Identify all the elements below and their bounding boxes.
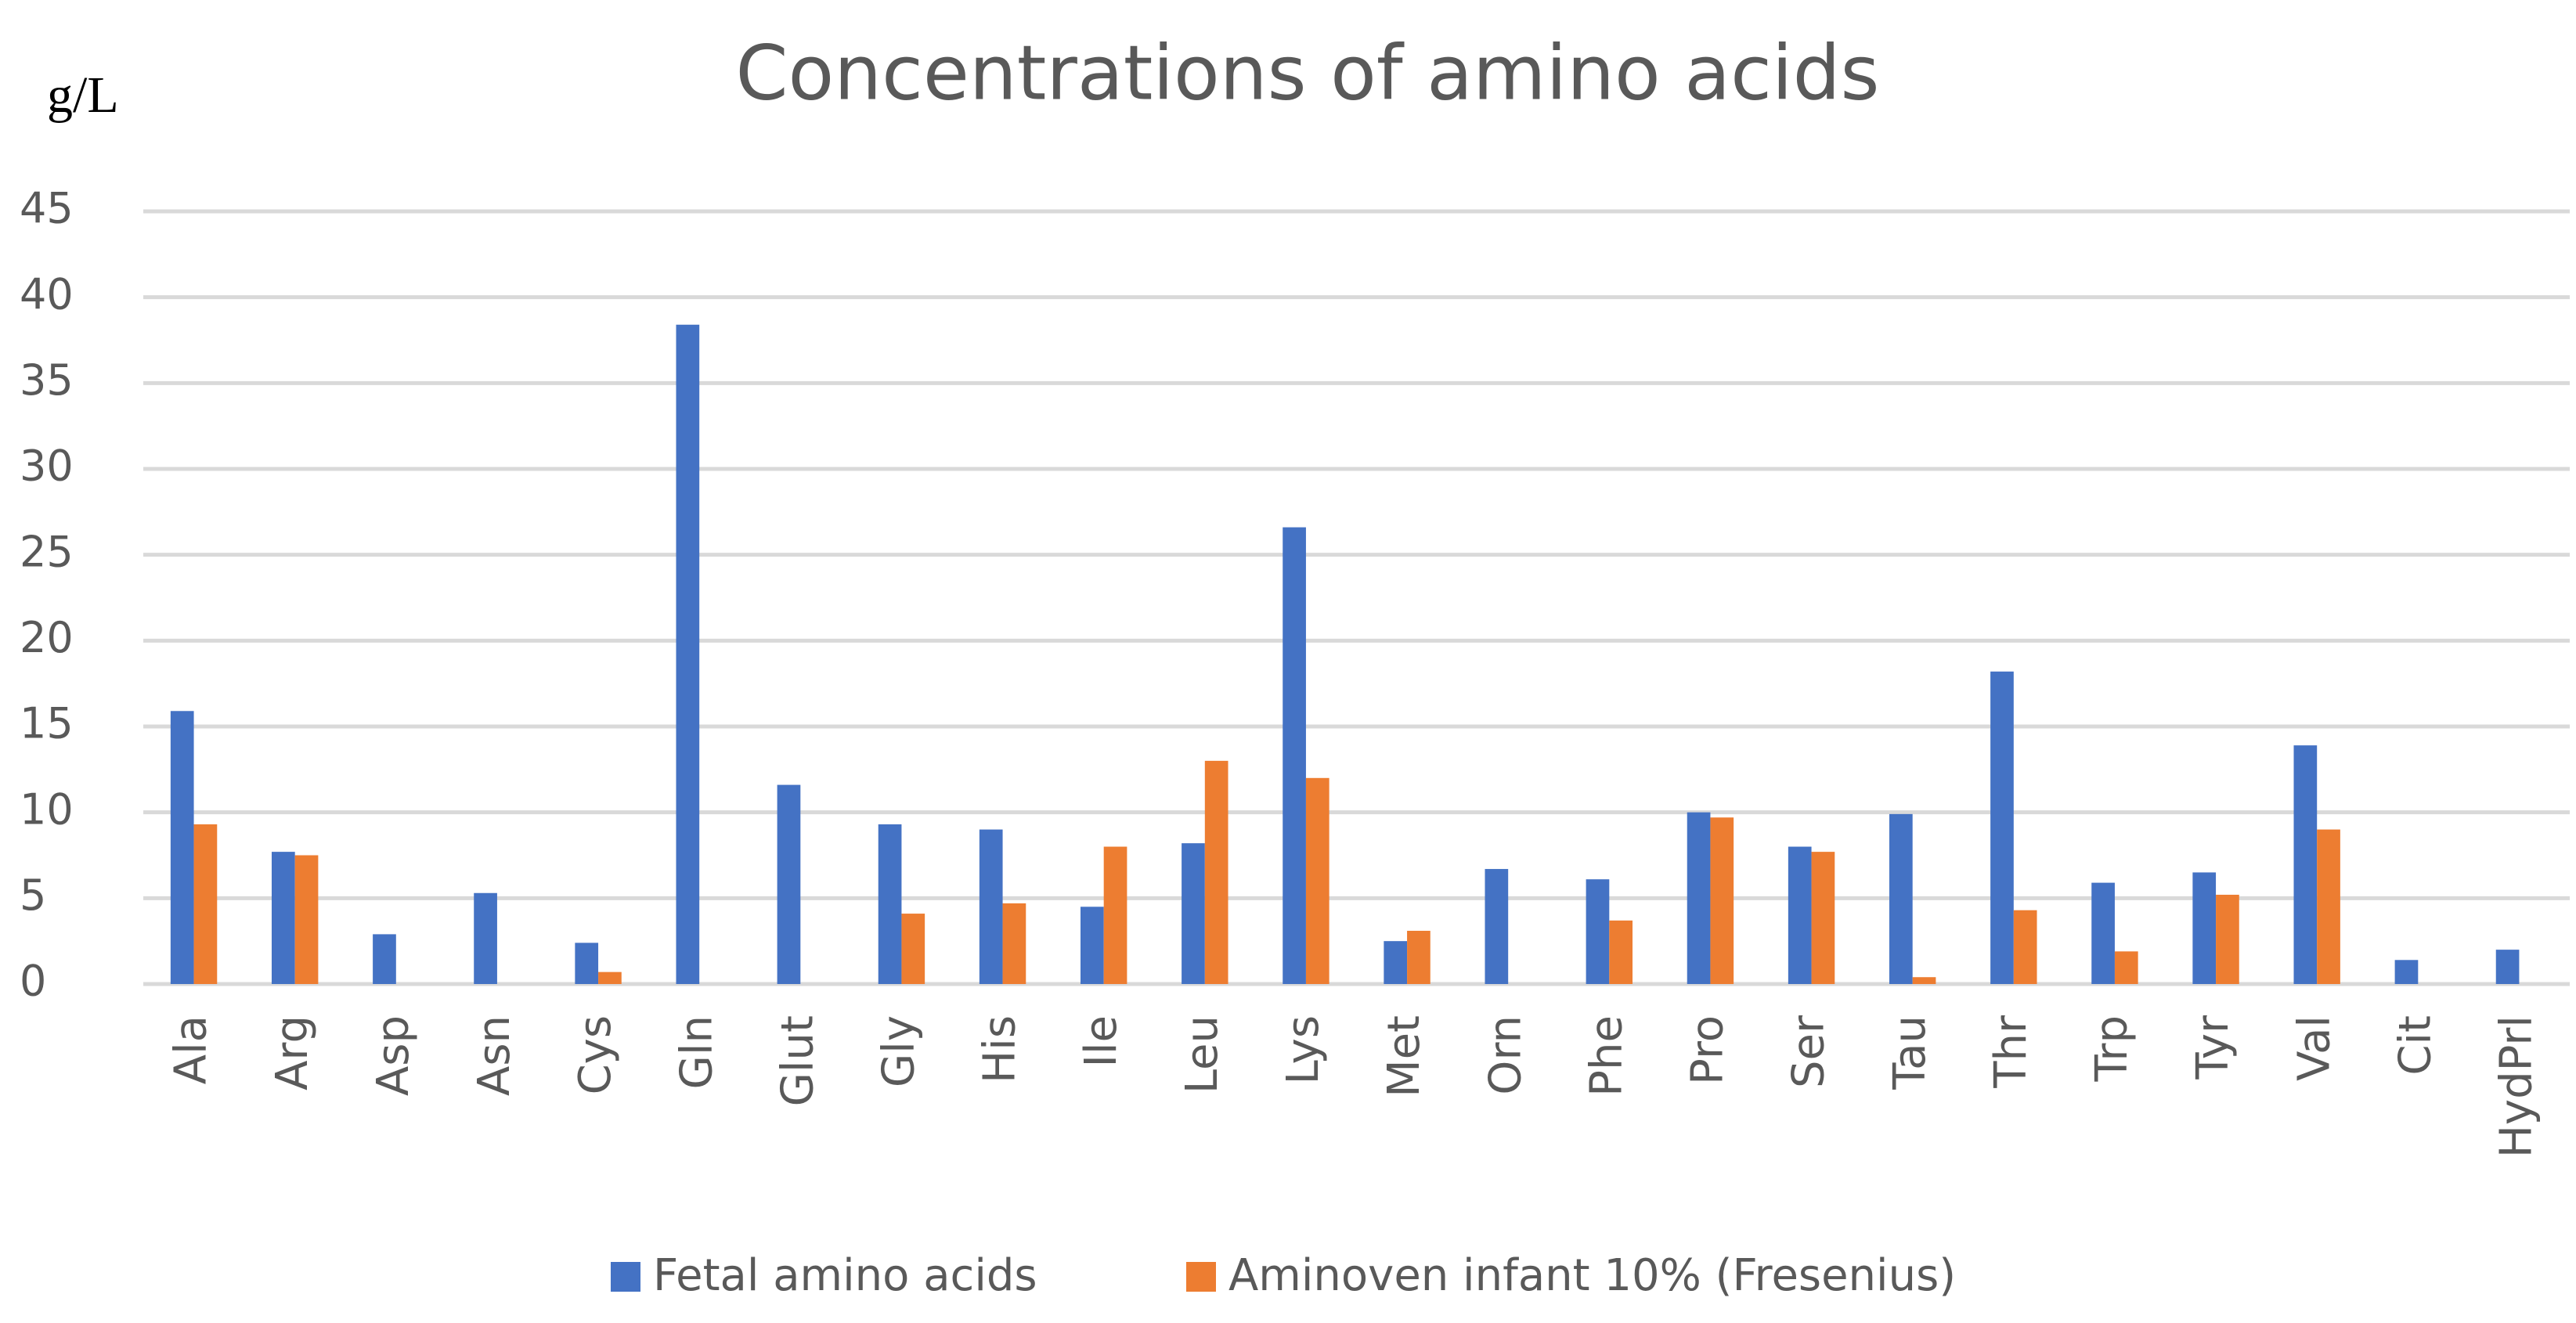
x-tick-label: Phe <box>1581 1015 1632 1097</box>
bar <box>2317 829 2340 984</box>
bar <box>2192 872 2217 984</box>
legend-swatch <box>611 1262 640 1292</box>
y-tick-label: 30 <box>20 442 74 491</box>
chart-title: Concentrations of amino acids <box>735 29 1879 117</box>
bar <box>271 852 295 984</box>
bar <box>1990 671 2014 984</box>
bar <box>373 934 396 984</box>
bar <box>878 824 902 984</box>
x-tick-label: Tau <box>1885 1015 1936 1090</box>
x-tick-label: Tyr <box>2188 1015 2239 1080</box>
y-tick-label: 20 <box>20 613 74 662</box>
legend-swatch <box>1186 1262 1216 1292</box>
x-tick-label: Lys <box>1278 1015 1329 1084</box>
bar <box>575 943 599 984</box>
x-tick-label: His <box>975 1015 1026 1083</box>
x-tick-label: Orn <box>1480 1015 1531 1095</box>
bar <box>1788 846 1812 984</box>
bar <box>1912 977 1936 984</box>
legend-label: Aminoven infant 10% (Fresenius) <box>1228 1250 1956 1301</box>
y-tick-label: 45 <box>20 184 74 233</box>
bar <box>598 972 622 984</box>
y-axis-label: g/L <box>47 67 119 124</box>
x-tick-label: Met <box>1379 1015 1430 1098</box>
bar <box>979 829 1003 984</box>
x-tick-label: Pro <box>1683 1015 1734 1085</box>
x-tick-label: Arg <box>267 1015 318 1090</box>
bar <box>2293 745 2318 984</box>
x-tick-label: Leu <box>1177 1015 1228 1094</box>
bar <box>676 324 700 984</box>
x-tick-label: Trp <box>2087 1015 2138 1083</box>
x-tick-label: Ser <box>1784 1015 1835 1088</box>
x-tick-label: Ala <box>166 1015 217 1084</box>
y-tick-label: 0 <box>20 957 46 1006</box>
bar <box>1811 852 1835 984</box>
x-tick-label: Val <box>2289 1015 2340 1081</box>
bar <box>294 855 319 984</box>
y-tick-label: 35 <box>20 355 74 405</box>
x-tick-label: Gly <box>874 1015 925 1087</box>
x-tick-label: Cys <box>570 1015 621 1094</box>
bar <box>1586 879 1610 984</box>
bar <box>1080 907 1104 984</box>
bar <box>2394 960 2419 984</box>
bar <box>193 824 218 984</box>
bar <box>1710 817 1734 984</box>
bar <box>2013 910 2037 984</box>
bar <box>1204 760 1228 984</box>
bar <box>1182 843 1205 984</box>
bar <box>1305 777 1329 984</box>
x-tick-label: Asn <box>469 1015 520 1096</box>
bar <box>901 914 925 984</box>
y-tick-label: 40 <box>20 269 74 319</box>
x-tick-label: Gln <box>671 1015 722 1089</box>
x-tick-label: HydPrl <box>2491 1015 2542 1158</box>
legend-label: Fetal amino acids <box>653 1250 1037 1301</box>
bar <box>1103 846 1127 984</box>
x-tick-label: Asp <box>368 1015 419 1096</box>
bar <box>1283 527 1306 984</box>
bar <box>1384 941 1408 984</box>
y-tick-label: 25 <box>20 527 74 576</box>
y-tick-label: 10 <box>20 784 74 834</box>
x-tick-label: Ile <box>1076 1015 1127 1068</box>
x-tick-label: Cit <box>2390 1015 2441 1076</box>
bar <box>170 711 194 984</box>
y-tick-label: 5 <box>20 871 46 920</box>
bar <box>1609 920 1633 984</box>
x-tick-label: Thr <box>1986 1015 2037 1089</box>
bar <box>1687 812 1711 984</box>
bar <box>2091 882 2115 984</box>
bar <box>1407 931 1431 984</box>
x-tick-label: Glut <box>772 1015 823 1106</box>
bar <box>2114 951 2138 984</box>
y-tick-label: 15 <box>20 699 74 748</box>
bar <box>1002 903 1026 984</box>
bar <box>1485 869 1509 984</box>
bar <box>474 892 497 984</box>
bar <box>2216 894 2239 984</box>
bar <box>1889 813 1913 984</box>
bar <box>2495 950 2520 984</box>
bar <box>777 784 801 984</box>
